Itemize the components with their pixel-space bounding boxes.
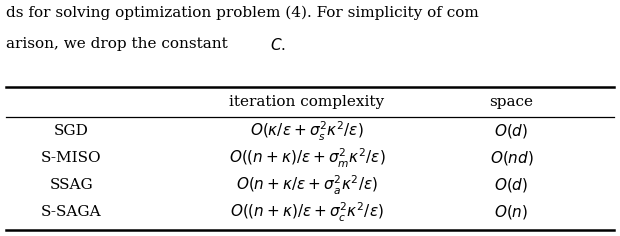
Text: $O((n+\kappa)/\epsilon + \sigma_c^2\kappa^2/\epsilon)$: $O((n+\kappa)/\epsilon + \sigma_c^2\kapp… [230, 201, 384, 224]
Text: arison, we drop the constant: arison, we drop the constant [6, 37, 233, 51]
Text: $C$.: $C$. [270, 37, 286, 53]
Text: $O((n+\kappa)/\epsilon + \sigma_m^2\kappa^2/\epsilon)$: $O((n+\kappa)/\epsilon + \sigma_m^2\kapp… [229, 147, 385, 170]
Text: $O(d)$: $O(d)$ [494, 176, 529, 194]
Text: SSAG: SSAG [50, 178, 93, 192]
Text: S-SAGA: S-SAGA [41, 205, 102, 219]
Text: SGD: SGD [54, 124, 89, 138]
Text: S-MISO: S-MISO [41, 151, 102, 165]
Text: $O(nd)$: $O(nd)$ [490, 149, 533, 167]
Text: $O(d)$: $O(d)$ [494, 122, 529, 140]
Text: iteration complexity: iteration complexity [229, 95, 384, 109]
Text: space: space [490, 95, 533, 109]
Text: $O(n + \kappa/\epsilon + \sigma_a^2\kappa^2/\epsilon)$: $O(n + \kappa/\epsilon + \sigma_a^2\kapp… [236, 174, 378, 197]
Text: $O(n)$: $O(n)$ [494, 203, 529, 221]
Text: ds for solving optimization problem (4). For simplicity of com: ds for solving optimization problem (4).… [6, 6, 479, 20]
Text: $O(\kappa/\epsilon + \sigma_s^2\kappa^2/\epsilon)$: $O(\kappa/\epsilon + \sigma_s^2\kappa^2/… [250, 119, 364, 143]
